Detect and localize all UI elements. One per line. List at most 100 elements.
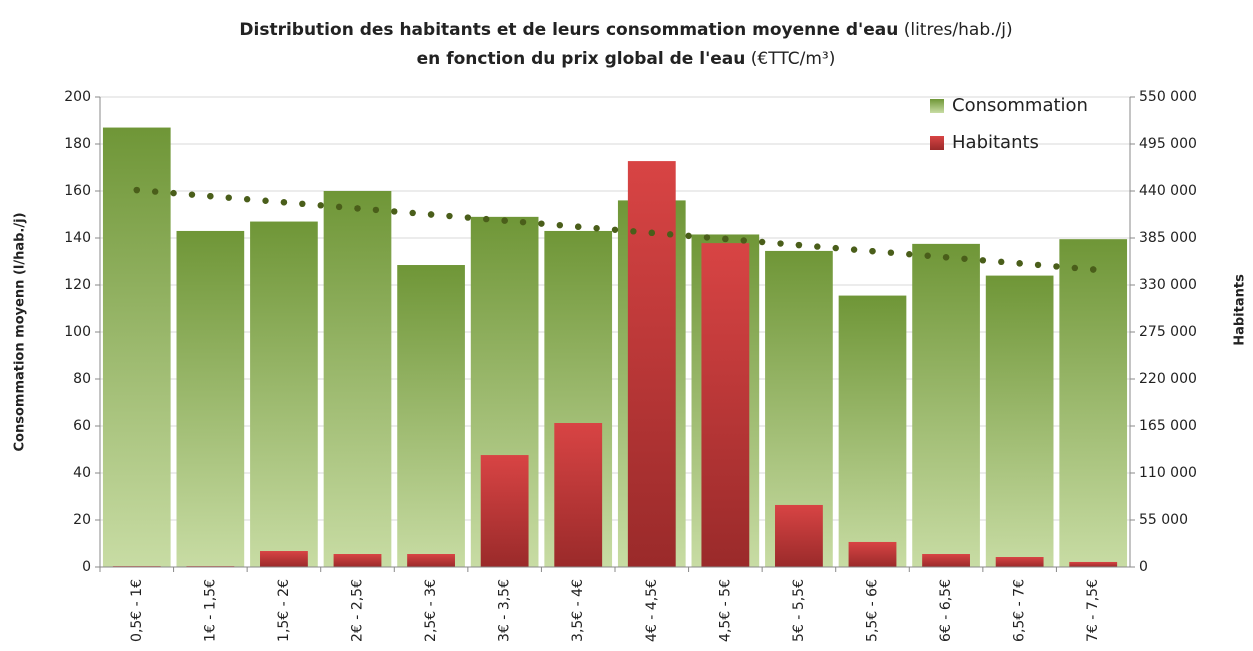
y-tick-label: 80 <box>73 371 91 387</box>
population-bar <box>627 161 676 567</box>
legend-label: Habitants <box>952 132 1039 153</box>
population-bar <box>848 541 897 567</box>
y2-tick-label: 385 000 <box>1139 230 1197 246</box>
y-tick-label: 100 <box>64 324 91 340</box>
trend-dot <box>538 220 545 227</box>
consumption-bar <box>250 221 318 568</box>
trend-dot <box>335 203 343 211</box>
y2-tick-label: 55 000 <box>1139 512 1188 528</box>
trend-dot <box>666 231 674 238</box>
trend-point <box>280 199 288 206</box>
y-tick-label: 40 <box>73 465 91 481</box>
population-bar <box>701 243 750 568</box>
population-bar <box>775 504 823 567</box>
trend-point <box>427 211 435 218</box>
population-bar <box>922 554 970 567</box>
trend-dot <box>611 226 619 233</box>
trend-dot <box>225 194 232 201</box>
trend-dot <box>887 249 895 256</box>
trend-dot <box>740 237 747 244</box>
y-axis-label: Consommation moyenn (l/hab./j) <box>13 212 28 451</box>
chart-subtitle: en fonction du prix global de l'eau (€TT… <box>417 49 836 69</box>
trend-dot <box>924 252 931 259</box>
y2-tick-label: 550 000 <box>1139 89 1197 105</box>
trend-dot <box>593 225 600 232</box>
trend-dot <box>243 196 251 203</box>
trend-dot <box>1034 261 1042 269</box>
y2-tick-label: 495 000 <box>1139 136 1197 152</box>
trend-dot <box>317 202 324 209</box>
y2-tick-label: 440 000 <box>1139 183 1197 199</box>
population-bar <box>995 557 1044 567</box>
x-tick-label: 2€ - 2,5€ <box>350 579 366 642</box>
trend-point <box>648 229 655 237</box>
trend-dot <box>188 191 196 198</box>
legend-swatch <box>930 136 944 150</box>
y2-tick-label: 0 <box>1139 559 1148 575</box>
trend-dot <box>1053 263 1060 270</box>
trend-point <box>1090 266 1097 273</box>
trend-dot <box>777 240 784 247</box>
population-bar <box>1069 561 1118 567</box>
population-bar <box>480 455 529 567</box>
y-tick-label: 180 <box>64 136 91 152</box>
trend-dot <box>170 189 177 197</box>
trend-dot <box>630 228 637 235</box>
title-unit: (litres/hab./j) <box>904 20 1013 40</box>
consumption-bar <box>176 230 245 567</box>
consumption-bar <box>323 191 392 567</box>
trend-dot <box>906 251 913 258</box>
consumption-bar <box>1059 239 1128 568</box>
trend-dot <box>446 212 453 220</box>
trend-dot <box>979 257 987 264</box>
trend-point <box>869 247 876 255</box>
trend-point <box>133 186 140 194</box>
trend-dot <box>703 234 711 241</box>
population-bar <box>333 554 382 567</box>
y2-axis-label: Habitants <box>1233 274 1248 346</box>
trend-dot <box>685 232 692 240</box>
consumption-bar <box>397 265 465 567</box>
x-tick-label: 5,5€ - 6€ <box>865 579 881 642</box>
y2-tick-label: 110 000 <box>1139 465 1197 481</box>
y-tick-label: 200 <box>64 89 91 105</box>
legend-swatch <box>930 99 944 113</box>
chart-title: Distribution des habitants et de leurs c… <box>239 20 1012 40</box>
y-tick-label: 60 <box>73 418 91 434</box>
subtitle-main: en fonction du prix global de l'eau <box>417 49 746 69</box>
consumption-bar <box>838 295 907 567</box>
y-tick-label: 20 <box>73 512 91 528</box>
y2-tick-label: 330 000 <box>1139 277 1197 293</box>
x-tick-label: 6,5€ - 7€ <box>1012 579 1028 642</box>
subtitle-unit: (€TTC/m³) <box>751 49 836 69</box>
x-tick-label: 3€ - 3,5€ <box>497 579 513 642</box>
trend-point <box>942 254 950 261</box>
x-tick-label: 3,5€ - 4€ <box>570 579 586 642</box>
trend-dot <box>832 244 839 252</box>
x-tick-label: 4,5€ - 5€ <box>717 579 733 642</box>
trend-dot <box>1071 264 1079 272</box>
trend-dot <box>391 208 398 215</box>
trend-point <box>1016 260 1023 267</box>
x-tick-label: 7€ - 7,5€ <box>1085 579 1101 642</box>
y2-tick-label: 275 000 <box>1139 324 1197 340</box>
x-tick-label: 1€ - 1,5€ <box>202 579 218 642</box>
x-tick-label: 5€ - 5,5€ <box>791 579 807 642</box>
trend-dot <box>758 238 766 246</box>
population-bar <box>407 554 455 567</box>
trend-dot <box>483 215 490 223</box>
y-tick-label: 120 <box>64 277 91 293</box>
trend-dot <box>961 255 968 262</box>
trend-point <box>354 205 361 212</box>
trend-point <box>207 192 214 200</box>
consumption-bar <box>912 243 980 567</box>
trend-dot <box>998 258 1005 266</box>
trend-point <box>722 235 729 243</box>
y2-tick-label: 165 000 <box>1139 418 1197 434</box>
x-tick-label: 2,5€ - 3€ <box>423 579 439 642</box>
consumption-bar <box>102 127 171 568</box>
trend-dot <box>151 188 159 195</box>
trend-dot <box>464 214 472 221</box>
consumption-bar <box>985 275 1054 567</box>
y2-tick-label: 220 000 <box>1139 371 1197 387</box>
